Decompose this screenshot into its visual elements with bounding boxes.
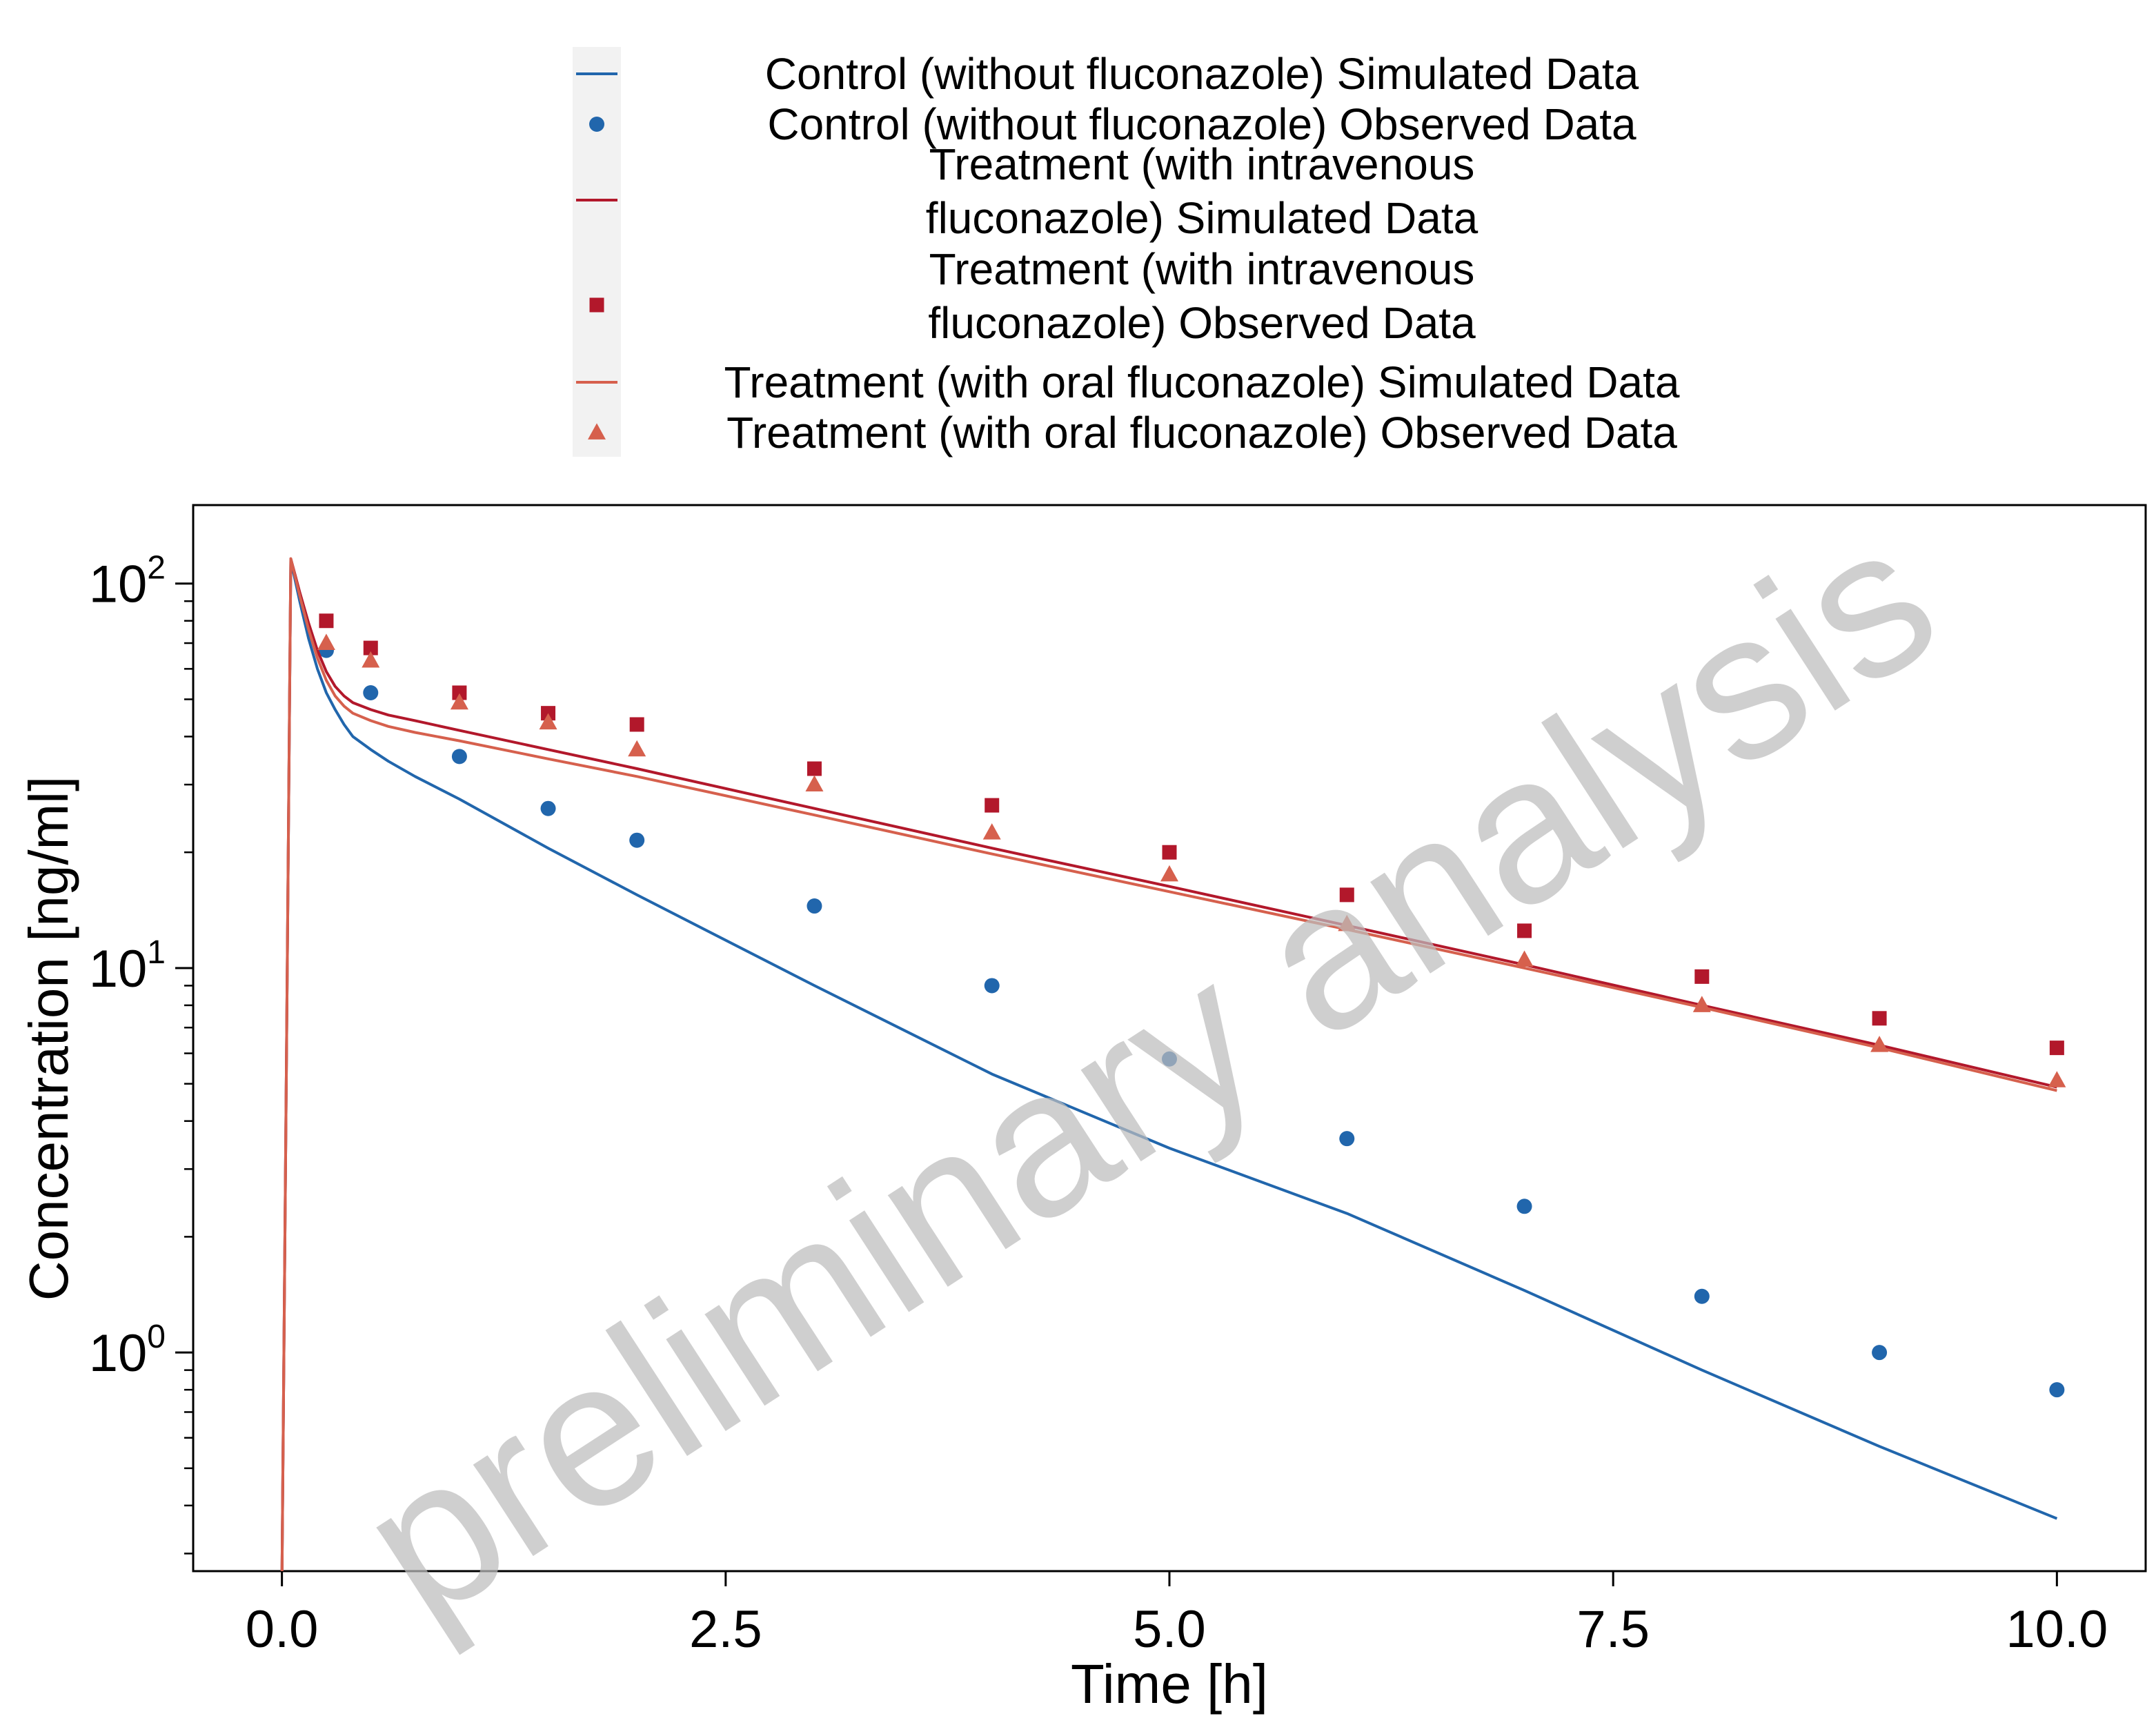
legend-entry-label: Control (without fluconazole) Simulated … [765,49,1639,99]
y-tick-exponent: 0 [147,1319,166,1355]
data-point [982,823,1001,840]
x-tick-label: 0.0 [246,1600,319,1659]
data-point [1870,1036,1889,1052]
data-point [1872,1345,1888,1361]
data-point [2049,1041,2064,1056]
x-tick-label: 5.0 [1133,1600,1206,1659]
y-tick-base: 10 [89,555,148,614]
data-point [1872,1011,1887,1026]
data-point [451,749,467,765]
data-point [984,978,1000,994]
data-point [1516,1199,1532,1214]
legend-entry-label: fluconazole) Simulated Data [926,193,1478,243]
y-tick-base: 10 [89,940,148,998]
legend-key-marker [589,117,604,132]
data-point [805,775,824,791]
data-point [1517,923,1532,938]
x-axis-title: Time [h] [1071,1653,1268,1715]
legend-key-marker [589,297,604,313]
data-point [363,640,378,656]
series-4 [319,613,2064,1056]
chart-legend: Control (without fluconazole) Simulated … [573,47,1680,457]
legend-key-marker [588,423,606,440]
data-point [539,713,557,730]
legend-entry-label: fluconazole) Observed Data [928,298,1476,348]
data-point [1162,845,1177,860]
y-tick-label: 102 [89,550,166,614]
legend-entry-label: Treatment (with oral fluconazole) Simula… [724,357,1680,407]
series-line-1 [280,558,2058,1571]
data-point [1515,950,1534,967]
series-line-5 [280,557,2057,1571]
series-5 [280,557,2057,1571]
data-point [1339,1131,1355,1147]
data-point [629,717,644,732]
y-tick-label: 100 [89,1319,166,1383]
series-6 [317,633,2066,1087]
series-3 [280,557,2057,1571]
legend-entry-label: Treatment (with oral fluconazole) Observ… [726,408,1677,457]
data-point [1162,1051,1177,1067]
x-axis: 0.0 2.5 5.0 7.5 10.0 [246,1571,2108,1659]
y-tick-label: 101 [89,934,166,998]
data-point [450,693,468,710]
x-tick-label: 10.0 [2006,1600,2108,1659]
data-point [1160,865,1178,882]
data-point [1692,996,1711,1012]
series-line-3 [280,557,2057,1571]
data-point [452,685,467,700]
data-point [362,651,380,668]
data-point [1338,914,1356,931]
series-2 [318,642,2065,1398]
y-tick-exponent: 2 [147,550,166,586]
data-point [1694,1288,1710,1304]
legend-entry-label: Treatment (with intravenous [929,139,1475,189]
legend-entry-label: Control (without fluconazole) Observed D… [767,99,1636,149]
data-point [807,898,822,914]
data-point [985,798,1000,813]
data-point [540,800,556,816]
data-point [2048,1071,2066,1087]
data-point [319,613,334,629]
series-1 [280,558,2058,1571]
chart-marks [280,557,2066,1571]
data-point [628,740,646,757]
y-tick-base: 10 [89,1324,148,1383]
data-point [363,684,379,700]
data-point [1339,887,1354,903]
x-tick-label: 2.5 [689,1600,762,1659]
legend-key-background [573,47,621,457]
legend-entry-label: Treatment (with intravenous [929,244,1475,294]
data-point [317,633,335,650]
x-tick-label: 7.5 [1576,1600,1650,1659]
data-point [807,761,822,776]
data-point [629,832,645,848]
y-axis-title: Concentration [ng/ml] [18,776,79,1301]
data-point [2049,1382,2065,1398]
y-tick-exponent: 1 [147,934,166,971]
data-point [1694,969,1710,984]
